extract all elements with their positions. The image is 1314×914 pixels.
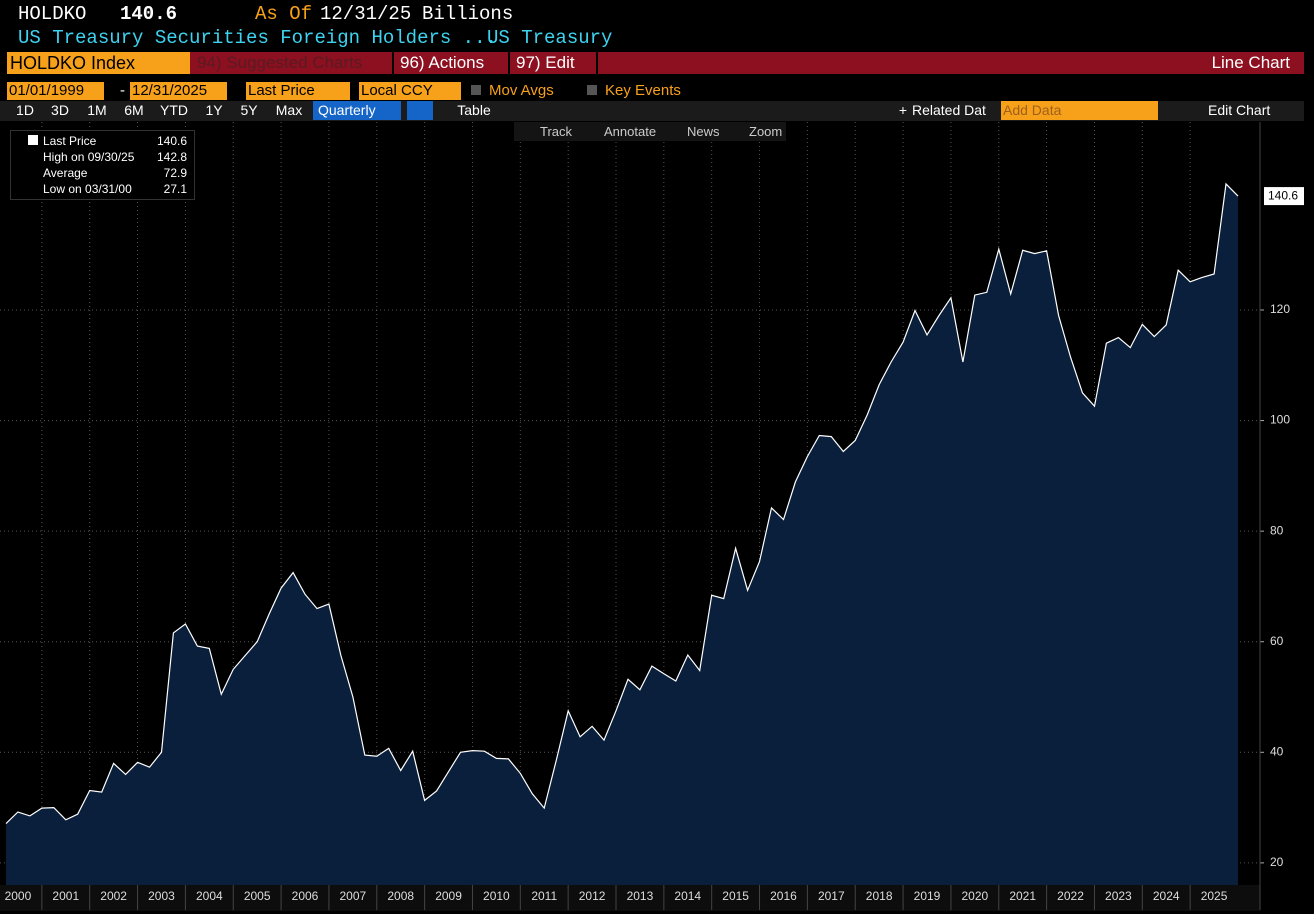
currency-select[interactable]: Local CCY bbox=[359, 82, 461, 100]
x-tick-label: 2020 bbox=[961, 889, 988, 903]
ticker: HOLDKO bbox=[18, 3, 87, 25]
x-tick-label: 2021 bbox=[1009, 889, 1036, 903]
add-data-input[interactable]: Add Data bbox=[1001, 101, 1158, 120]
range-button[interactable]: 5Y bbox=[240, 102, 258, 118]
x-tick-label: 2000 bbox=[5, 889, 32, 903]
legend-label: High on 09/30/25 bbox=[43, 150, 135, 164]
option[interactable]: Mov Avgs bbox=[489, 82, 554, 99]
x-tick-label: 2014 bbox=[674, 889, 701, 903]
x-tick-label: 2008 bbox=[387, 889, 414, 903]
tool[interactable]: Zoom bbox=[749, 124, 783, 139]
x-tick-label: 2001 bbox=[52, 889, 79, 903]
tool[interactable]: News bbox=[687, 124, 720, 139]
legend-label: Last Price bbox=[43, 134, 97, 148]
legend-label: Average bbox=[43, 166, 88, 180]
x-tick-label: 2024 bbox=[1153, 889, 1180, 903]
range-button[interactable]: 6M bbox=[124, 102, 144, 118]
field-select[interactable]: Last Price bbox=[246, 82, 350, 100]
last-price: 140.6 bbox=[120, 3, 178, 25]
date-separator: - bbox=[120, 82, 125, 99]
option[interactable]: Key Events bbox=[605, 82, 681, 99]
view-name[interactable]: Line Chart bbox=[1211, 53, 1290, 72]
x-tick-label: 2023 bbox=[1105, 889, 1132, 903]
range-button[interactable]: 3D bbox=[51, 102, 69, 118]
checkbox[interactable] bbox=[471, 85, 481, 95]
end-date[interactable]: 12/31/2025 bbox=[130, 82, 227, 100]
x-tick-label: 2016 bbox=[770, 889, 797, 903]
x-tick-label: 2005 bbox=[244, 889, 271, 903]
range-button[interactable]: Max bbox=[275, 102, 303, 118]
legend-value: 140.6 bbox=[156, 134, 187, 148]
line bbox=[5, 182, 1239, 825]
range-button[interactable]: 1D bbox=[16, 102, 34, 118]
related-data[interactable]: Related Dat bbox=[912, 102, 986, 118]
checkbox[interactable] bbox=[587, 85, 597, 95]
x-tick-label: 2015 bbox=[722, 889, 749, 903]
range-button[interactable]: 1Y bbox=[205, 102, 223, 118]
start-date[interactable]: 01/01/1999 bbox=[7, 82, 104, 100]
as-of-label: As Of bbox=[255, 3, 313, 25]
menu-item[interactable]: 97) Edit bbox=[516, 53, 575, 72]
legend-value: 72.9 bbox=[163, 166, 187, 180]
legend bbox=[10, 130, 195, 200]
x-tick-label: 2006 bbox=[292, 889, 319, 903]
chart-tools bbox=[514, 122, 786, 141]
separator bbox=[392, 52, 394, 74]
x-tick-label: 2010 bbox=[483, 889, 510, 903]
source: US Treasury bbox=[487, 27, 613, 49]
x-tick-label: 2019 bbox=[914, 889, 941, 903]
plus-icon: + bbox=[898, 102, 908, 118]
menu-bar bbox=[190, 52, 1304, 74]
y-tick-label: 40 bbox=[1270, 744, 1284, 758]
x-tick-label: 2025 bbox=[1201, 889, 1228, 903]
y-tick-label: 80 bbox=[1270, 523, 1284, 537]
edit-chart[interactable]: Edit Chart bbox=[1208, 102, 1271, 118]
range-button[interactable]: 1M bbox=[87, 102, 107, 118]
security-input[interactable]: HOLDKO Index bbox=[7, 52, 191, 74]
menu-item[interactable]: 94) Suggested Charts bbox=[197, 53, 363, 72]
last-value-label: 140.6 bbox=[1268, 188, 1298, 202]
last-value-tag bbox=[1264, 187, 1304, 206]
x-tick-label: 2012 bbox=[579, 889, 606, 903]
x-tick-label: 2002 bbox=[100, 889, 127, 903]
y-tick-label: 20 bbox=[1270, 855, 1284, 869]
separator bbox=[508, 52, 510, 74]
separator bbox=[596, 52, 598, 74]
x-tick-label: 2013 bbox=[627, 889, 654, 903]
y-tick-label: 100 bbox=[1270, 413, 1290, 427]
area bbox=[5, 183, 1239, 885]
x-tick-label: 2009 bbox=[435, 889, 462, 903]
y-tick-label: 120 bbox=[1270, 302, 1290, 316]
as-of-date: 12/31/25 bbox=[320, 3, 412, 25]
x-tick-label: 2022 bbox=[1057, 889, 1084, 903]
x-tick-label: 2011 bbox=[531, 889, 557, 903]
tool[interactable]: Track bbox=[540, 124, 573, 139]
x-tick-label: 2018 bbox=[866, 889, 893, 903]
tool[interactable]: Annotate bbox=[604, 124, 657, 139]
table-button[interactable]: Table bbox=[457, 102, 491, 118]
units: Billions bbox=[422, 3, 514, 25]
legend-value: 27.1 bbox=[163, 182, 187, 196]
x-tick-label: 2017 bbox=[818, 889, 845, 903]
frequency-select[interactable]: Quarterly bbox=[313, 101, 401, 120]
description: US Treasury Securities Foreign Holders .… bbox=[18, 27, 497, 49]
legend-swatch bbox=[28, 135, 38, 145]
x-axis-strip bbox=[0, 885, 1260, 911]
range-button[interactable]: YTD bbox=[160, 102, 188, 118]
chart-type-button[interactable] bbox=[407, 101, 433, 120]
x-tick-label: 2007 bbox=[340, 889, 367, 903]
legend-value: 142.8 bbox=[156, 150, 187, 164]
legend-label: Low on 03/31/00 bbox=[43, 182, 132, 196]
y-tick-label: 60 bbox=[1270, 634, 1284, 648]
x-tick-label: 2004 bbox=[196, 889, 223, 903]
menu-item[interactable]: 96) Actions bbox=[400, 53, 485, 72]
x-tick-label: 2003 bbox=[148, 889, 175, 903]
